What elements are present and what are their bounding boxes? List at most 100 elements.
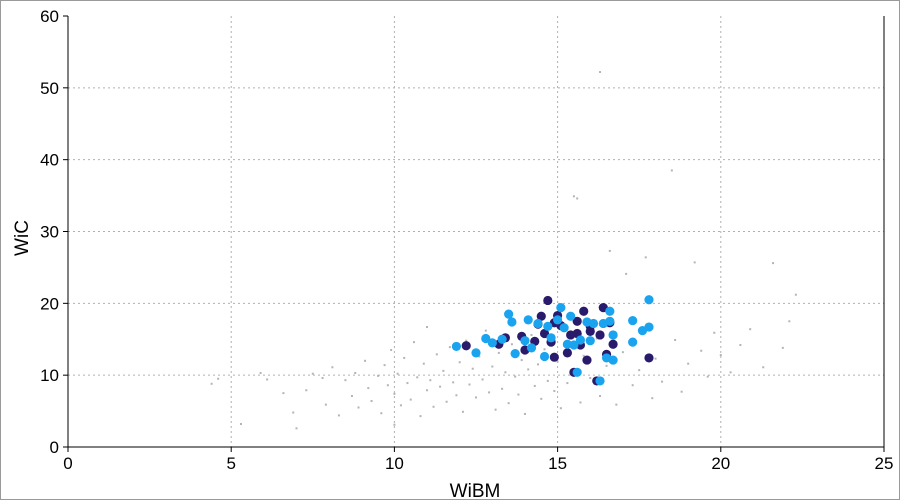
data-point-background: [605, 364, 608, 367]
data-point-dark: [582, 355, 592, 365]
data-point-background: [311, 372, 314, 375]
data-point-background: [432, 405, 435, 408]
data-point-background: [488, 391, 491, 394]
data-point-background: [719, 354, 722, 357]
data-point-background: [497, 351, 500, 354]
data-point-background: [305, 389, 308, 392]
data-point-background: [380, 412, 383, 415]
data-point-light: [539, 351, 550, 362]
data-point-background: [556, 360, 559, 363]
y-axis-label: WiC: [12, 220, 33, 256]
data-point-light: [605, 306, 615, 316]
data-point-background: [674, 338, 677, 341]
data-point-background: [566, 382, 569, 385]
data-point-dark: [543, 295, 553, 306]
data-point-background: [517, 393, 520, 396]
data-point-light: [628, 315, 638, 326]
data-point-light: [520, 336, 530, 346]
data-point-background: [507, 402, 510, 405]
data-point-dark: [644, 353, 654, 363]
data-point-background: [520, 359, 523, 362]
data-point-background: [429, 379, 432, 382]
data-point-background: [501, 387, 504, 390]
data-point-background: [579, 401, 582, 404]
y-tick-label: 10: [40, 366, 59, 385]
data-point-light: [566, 311, 576, 321]
data-point-light: [533, 318, 543, 329]
data-point-light: [608, 330, 618, 340]
data-point-background: [367, 387, 370, 390]
x-tick-label: 20: [711, 454, 730, 473]
data-point-background: [661, 380, 664, 383]
data-point-background: [406, 382, 409, 385]
data-point-background: [386, 384, 389, 387]
x-tick-label: 5: [226, 454, 235, 473]
data-point-light: [556, 303, 566, 313]
data-point-background: [772, 262, 775, 265]
data-point-background: [295, 427, 298, 430]
data-point-background: [687, 362, 690, 365]
data-point-light: [487, 338, 497, 348]
data-point-dark: [549, 352, 559, 362]
data-point-background: [458, 361, 461, 364]
data-point-background: [523, 412, 526, 415]
data-point-background: [599, 71, 602, 74]
data-point-background: [344, 379, 347, 382]
data-point-background: [259, 372, 262, 375]
data-point-background: [514, 375, 517, 378]
data-point-dark: [595, 330, 605, 340]
data-point-background: [553, 389, 556, 392]
data-point-light: [507, 317, 517, 327]
data-point-light: [553, 315, 563, 325]
data-point-background: [292, 411, 295, 414]
data-point-light: [559, 323, 569, 333]
data-point-background: [210, 382, 213, 385]
data-point-background: [468, 383, 471, 386]
data-point-dark: [539, 328, 550, 339]
data-point-background: [595, 337, 598, 340]
data-point-background: [481, 378, 484, 381]
data-point-background: [537, 363, 540, 366]
data-point-background: [739, 343, 742, 346]
data-point-background: [651, 397, 654, 400]
data-point-background: [409, 398, 412, 401]
data-point-background: [445, 400, 448, 403]
data-point-background: [533, 384, 536, 387]
data-point-background: [700, 349, 703, 352]
data-point-background: [426, 389, 429, 392]
data-point-background: [461, 410, 464, 413]
data-point-background: [465, 339, 468, 342]
data-point-dark: [562, 348, 572, 358]
data-point-background: [471, 367, 474, 370]
data-point-light: [523, 315, 533, 325]
data-point-background: [729, 371, 732, 374]
data-point-background: [794, 293, 797, 296]
data-point-light: [471, 348, 481, 358]
grid: [68, 16, 884, 447]
x-axis-label: WiBM: [450, 481, 501, 500]
data-point-background: [282, 392, 285, 395]
data-point-light: [605, 316, 615, 326]
data-point-background: [442, 369, 445, 372]
data-point-dark: [572, 316, 582, 326]
data-point-background: [435, 353, 438, 356]
y-tick-label: 30: [40, 223, 59, 242]
data-point-background: [631, 384, 634, 387]
data-point-background: [419, 415, 422, 418]
y-tick-label: 40: [40, 151, 59, 170]
data-point-background: [239, 423, 242, 426]
data-point-background: [713, 331, 716, 334]
data-point-dark: [461, 341, 471, 351]
data-point-background: [390, 349, 393, 352]
y-tick-label: 20: [40, 294, 59, 313]
data-point-background: [321, 377, 324, 380]
data-point-background: [266, 378, 269, 381]
data-point-light: [628, 337, 638, 347]
data-point-background: [484, 329, 487, 332]
data-point-background: [350, 394, 353, 397]
x-tick-label: 25: [875, 454, 894, 473]
data-point-background: [448, 346, 451, 349]
data-point-background: [559, 407, 562, 410]
data-point-background: [494, 408, 497, 411]
data-point-background: [337, 414, 340, 417]
